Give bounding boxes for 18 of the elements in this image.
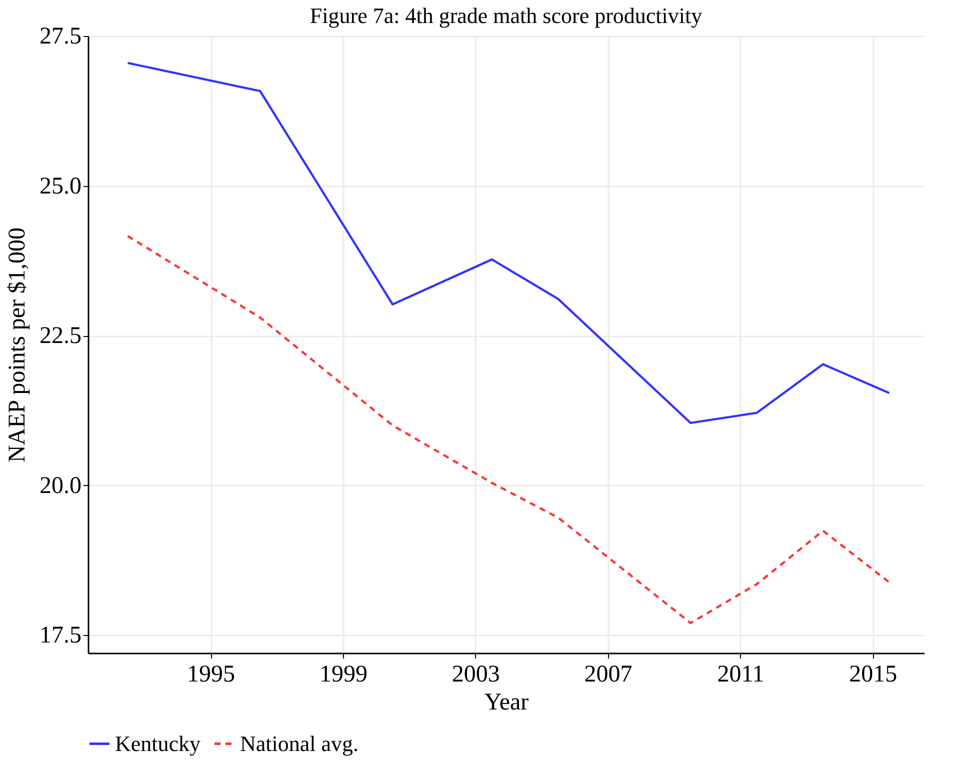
line-series <box>126 234 890 624</box>
y-tick-label: 25.0 <box>40 173 82 200</box>
legend-label: Kentucky <box>115 730 201 756</box>
x-tick-label: 2007 <box>584 662 632 688</box>
legend-label: National avg. <box>240 730 359 756</box>
y-tick-label: 17.5 <box>40 622 82 649</box>
x-axis-title: Year <box>484 690 529 716</box>
y-axis-title: NAEP points per $1,000 <box>4 227 30 463</box>
x-tick-label: 2003 <box>452 662 500 688</box>
x-tick-label: 2015 <box>849 662 898 688</box>
x-tick-label: 1995 <box>187 662 236 688</box>
y-tick-label: 22.5 <box>40 323 82 350</box>
y-tick-label: 27.5 <box>40 24 82 50</box>
x-tick-label: 2011 <box>717 662 764 688</box>
line-series <box>126 62 890 424</box>
chart-title: Figure 7a: 4th grade math score productivity <box>310 3 702 28</box>
x-tick-label: 1999 <box>319 662 368 688</box>
y-tick-label: 20.0 <box>40 472 82 499</box>
